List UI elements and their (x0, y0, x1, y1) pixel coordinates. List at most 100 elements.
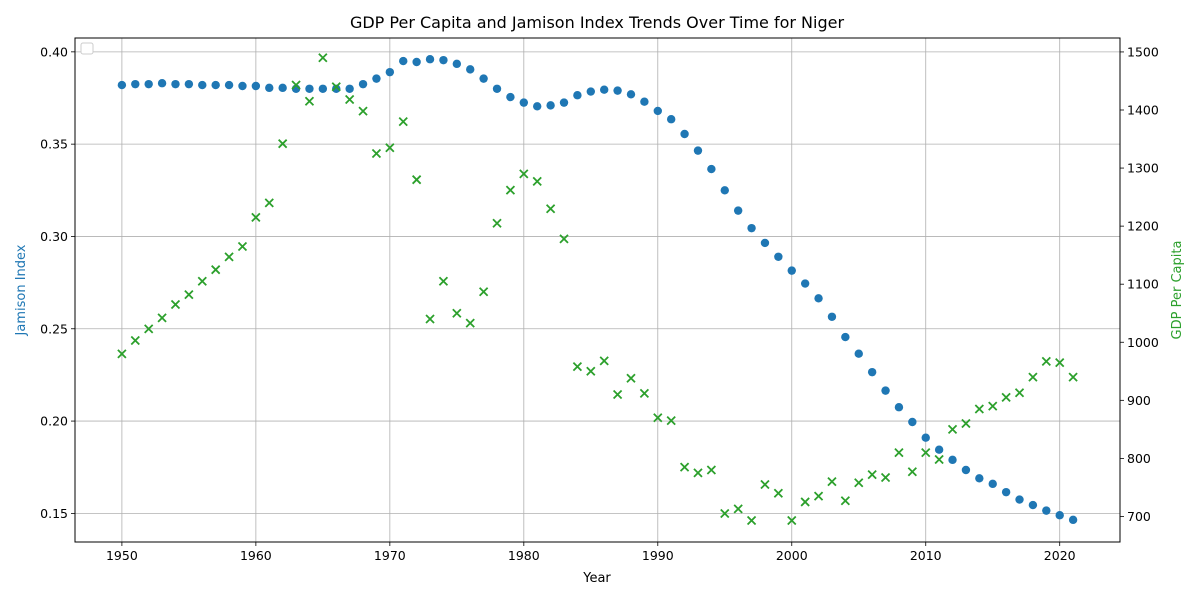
gdp-point (278, 139, 288, 149)
left-tick-label: 0.20 (40, 414, 68, 429)
right-tick-label: 1300 (1127, 161, 1159, 176)
jamison-point (519, 98, 529, 107)
right-tick-label: 1400 (1127, 103, 1159, 118)
legend-box (80, 42, 94, 55)
gdp-point (224, 252, 234, 262)
gdp-point (130, 335, 140, 346)
chart-title: GDP Per Capita and Jamison Index Trends … (350, 13, 845, 32)
jamison-point (385, 67, 395, 77)
gdp-point (880, 472, 891, 483)
jamison-point (1015, 495, 1024, 504)
x-tick-label: 2010 (910, 548, 942, 563)
left-y-axis: 0.15 0.20 0.25 0.30 0.35 0.40 (40, 44, 75, 521)
gdp-point (264, 198, 274, 208)
gdp-point (813, 491, 824, 501)
gdp-point (854, 478, 864, 488)
left-tick-label: 0.15 (40, 506, 68, 521)
gdp-point (425, 314, 435, 324)
gdp-point (1055, 357, 1065, 368)
gdp-point (345, 94, 355, 105)
gdp-point (746, 515, 757, 526)
jamison-point (666, 115, 676, 124)
gdp-point (371, 148, 382, 159)
jamison-point (800, 279, 810, 288)
grid (75, 38, 1120, 542)
gdp-point (773, 488, 784, 498)
gdp-point (452, 308, 462, 318)
jamison-point (559, 98, 569, 107)
gdp-point (572, 362, 583, 372)
gdp-point (1014, 388, 1025, 398)
gdp-point (211, 265, 221, 275)
jamison-point (533, 102, 542, 111)
gdp-point (117, 349, 127, 359)
jamison-point (265, 83, 274, 93)
gdp-point (251, 212, 261, 223)
gdp-point (304, 96, 315, 106)
gdp-point (170, 299, 181, 310)
gdp-point (800, 497, 810, 507)
x-axis: 1950 1960 1970 1980 1990 2000 2010 2020 (106, 542, 1076, 563)
jamison-point (131, 79, 140, 89)
jamison-point (975, 474, 984, 483)
x-tick-label: 2000 (776, 548, 808, 563)
jamison-point (305, 84, 314, 93)
gdp-point (626, 373, 636, 383)
gdp-point (144, 324, 154, 334)
right-y-axis: 700 800 900 1000 1100 1200 1300 1400 1500 (1120, 44, 1159, 524)
jamison-point (1028, 500, 1038, 510)
jamison-point (117, 80, 127, 90)
x-tick-label: 1970 (374, 548, 406, 563)
jamison-point (653, 106, 662, 116)
gdp-point (519, 169, 529, 179)
gdp-point (679, 462, 690, 472)
jamison-point (680, 129, 689, 139)
gdp-point (385, 143, 395, 153)
gdp-point (921, 447, 931, 458)
jamison-point (881, 386, 890, 395)
gdp-point (1028, 372, 1038, 382)
jamison-point (278, 83, 287, 93)
right-tick-label: 1100 (1127, 277, 1159, 292)
jamison-point (707, 164, 716, 174)
gdp-point (532, 176, 542, 187)
gdp-point (974, 404, 984, 414)
gdp-point (237, 241, 248, 252)
x-tick-label: 2020 (1044, 548, 1076, 563)
gdp-point (545, 204, 556, 214)
jamison-point (546, 101, 555, 110)
gdp-point (720, 508, 730, 519)
gdp-point (988, 401, 998, 411)
jamison-point (144, 79, 153, 89)
gdp-point (505, 185, 516, 195)
right-tick-label: 700 (1127, 509, 1151, 524)
jamison-point (157, 79, 167, 88)
right-y-axis-title: GDP Per Capita (1170, 241, 1185, 340)
jamison-point (439, 55, 448, 65)
jamison-point (640, 97, 649, 106)
x-tick-label: 1990 (642, 548, 674, 563)
gdp-point (318, 53, 328, 63)
jamison-point (332, 84, 341, 93)
gdp-point (639, 388, 650, 398)
jamison-point (452, 59, 462, 69)
jamison-point (345, 84, 354, 93)
gdp-point (478, 287, 489, 297)
gdp-point (291, 80, 301, 90)
jamison-point (988, 479, 997, 489)
jamison-point (506, 92, 515, 102)
jamison-point (894, 403, 904, 412)
x-tick-label: 1980 (508, 548, 540, 563)
right-tick-label: 1500 (1127, 44, 1159, 59)
gdp-point (358, 106, 368, 116)
jamison-point (224, 80, 234, 90)
gdp-point (559, 234, 569, 244)
jamison-point (720, 186, 729, 195)
gdp-point (693, 468, 703, 478)
jamison-point (479, 74, 488, 83)
jamison-point (171, 79, 180, 89)
jamison-point (760, 238, 770, 248)
left-tick-label: 0.40 (40, 44, 68, 59)
